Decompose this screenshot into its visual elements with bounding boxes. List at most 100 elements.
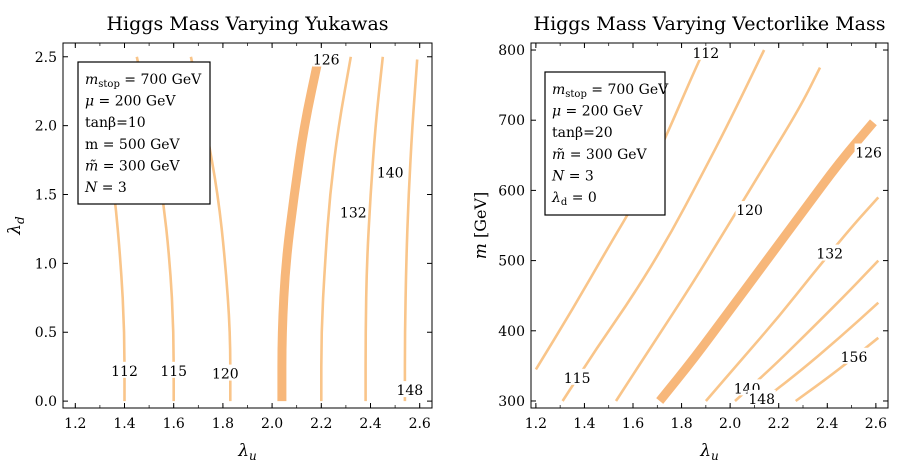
contour-line-126 [277, 55, 324, 402]
x-tick-label: 1.2 [64, 416, 86, 432]
contour-label-bg [110, 361, 139, 378]
legend-line: N = 3 [84, 180, 127, 196]
contour-label-156: 156 [841, 350, 868, 366]
contour-line-140 [734, 259, 880, 402]
contour-label-bg [395, 381, 424, 398]
y-tick-label: 800 [498, 43, 525, 59]
contour-label-126: 126 [855, 146, 882, 162]
legend-box [544, 71, 666, 216]
contour-label-132: 132 [340, 205, 367, 221]
contour-label-bg [854, 143, 883, 160]
y-tick-label: 2.0 [35, 119, 57, 135]
y-tick-label: 600 [498, 183, 525, 199]
legend-subscript: stop [98, 79, 120, 90]
x-axis-label-subscript: u [249, 449, 257, 463]
legend-subscript: d [561, 197, 568, 208]
parameter-legend: mstop = 700 GeV μ = 200 GeV tanβ=20 m̃ = 30… [544, 71, 669, 216]
legend-line: μ = 200 GeV [85, 94, 176, 110]
contour-label-bg [815, 244, 844, 261]
contour-label-112: 112 [111, 364, 138, 380]
legend-value: = 200 GeV [94, 94, 176, 110]
contour-label-bg [747, 389, 776, 406]
x-tick-label: 2.2 [768, 416, 790, 432]
legend-value: = 300 GeV [565, 147, 647, 163]
legend-value: = 200 GeV [561, 104, 643, 120]
legend-value: m = 500 GeV [85, 137, 181, 153]
legend-line: m̃ = 300 GeV [552, 147, 648, 163]
x-axis-label: λu [699, 441, 719, 463]
y-tick-label: 400 [498, 324, 525, 340]
contour-label-bg [159, 361, 188, 378]
legend-line: λd = 0 [551, 190, 597, 208]
y-tick-label: 700 [498, 113, 525, 129]
contour-label-132: 132 [816, 247, 843, 263]
contour-label-bg [691, 43, 720, 60]
y-tick-label: 2.5 [35, 50, 57, 66]
legend-line: μ = 200 GeV [552, 104, 643, 120]
contour-line-126 [656, 119, 877, 404]
legend-value: = 300 GeV [98, 158, 180, 174]
y-tick-label: 1.0 [35, 256, 57, 272]
contour-line-156 [794, 336, 880, 403]
parameter-legend: mstop = 700 GeV μ = 200 GeV tanβ=10 m = 500… [77, 61, 211, 205]
x-tick-label: 1.4 [113, 416, 135, 432]
y-axis-label-unit: [GeV] [471, 192, 490, 243]
x-axis-label-subscript: u [711, 449, 719, 463]
legend-line: mstop = 700 GeV [85, 72, 202, 90]
legend-line: tanβ=10 [85, 115, 146, 131]
legend-variable: N [84, 180, 98, 196]
x-tick-label: 2.2 [310, 416, 332, 432]
x-tick-label: 2.4 [359, 416, 381, 432]
contour-label-bg [312, 50, 341, 67]
x-axis-label-symbol: λ [237, 441, 249, 461]
legend-variable: μ [552, 104, 561, 120]
legend-value: = 700 GeV [120, 72, 202, 88]
legend-line: m̃ = 300 GeV [85, 158, 181, 174]
legend-line: N = 3 [551, 168, 594, 184]
contour-line-120 [614, 67, 822, 402]
x-tick-label: 1.8 [212, 416, 234, 432]
y-tick-label: 1.5 [35, 188, 57, 204]
contour-label-148: 148 [748, 392, 775, 408]
contour-label-bg [840, 347, 868, 364]
chart-title: Higgs Mass Varying Vectorlike Mass [534, 13, 886, 35]
contour-label-bg [563, 368, 592, 385]
legend-variable: m [85, 72, 98, 88]
contour-line-148 [760, 301, 880, 403]
legend-variable: m [552, 82, 565, 98]
y-tick-label: 0.5 [35, 325, 57, 341]
legend-variable: N [551, 168, 565, 184]
contour-label-120: 120 [736, 203, 763, 219]
x-tick-label: 2.0 [261, 416, 283, 432]
contour-label-120: 120 [212, 367, 239, 383]
legend-variable: m̃ [85, 158, 98, 174]
x-tick-label: 2.4 [816, 416, 838, 432]
x-tick-label: 1.6 [622, 416, 644, 432]
legend-line: m = 500 GeV [85, 137, 181, 153]
contour-label-112: 112 [692, 46, 719, 62]
contour-line-unlabeled-4 [320, 56, 353, 402]
y-axis-label-symbol: m [471, 243, 491, 259]
contour-line-unlabeled-1 [561, 49, 766, 402]
x-axis-label: λu [237, 441, 257, 463]
x-tick-label: 1.8 [670, 416, 692, 432]
contour-line-132 [364, 56, 385, 402]
legend-value: = 0 [567, 190, 597, 206]
x-tick-label: 1.2 [525, 416, 547, 432]
contour-label-bg [735, 201, 764, 218]
legend-value: = 700 GeV [587, 82, 669, 98]
chart-title: Higgs Mass Varying Yukawas [106, 13, 388, 35]
y-tick-label: 500 [498, 254, 525, 270]
legend-line: mstop = 700 GeV [552, 82, 669, 100]
contour-label-115: 115 [160, 364, 187, 380]
y-tick-label: 300 [498, 394, 525, 410]
legend-value: tanβ=10 [85, 115, 146, 131]
x-tick-label: 1.4 [573, 416, 595, 432]
contour-label-148: 148 [396, 383, 423, 399]
legend-variable: m̃ [552, 147, 565, 163]
legend-variable: λ [551, 190, 561, 206]
contour-label-bg [339, 203, 368, 220]
legend-line: tanβ=20 [552, 125, 613, 141]
contour-label-bg [376, 163, 405, 180]
